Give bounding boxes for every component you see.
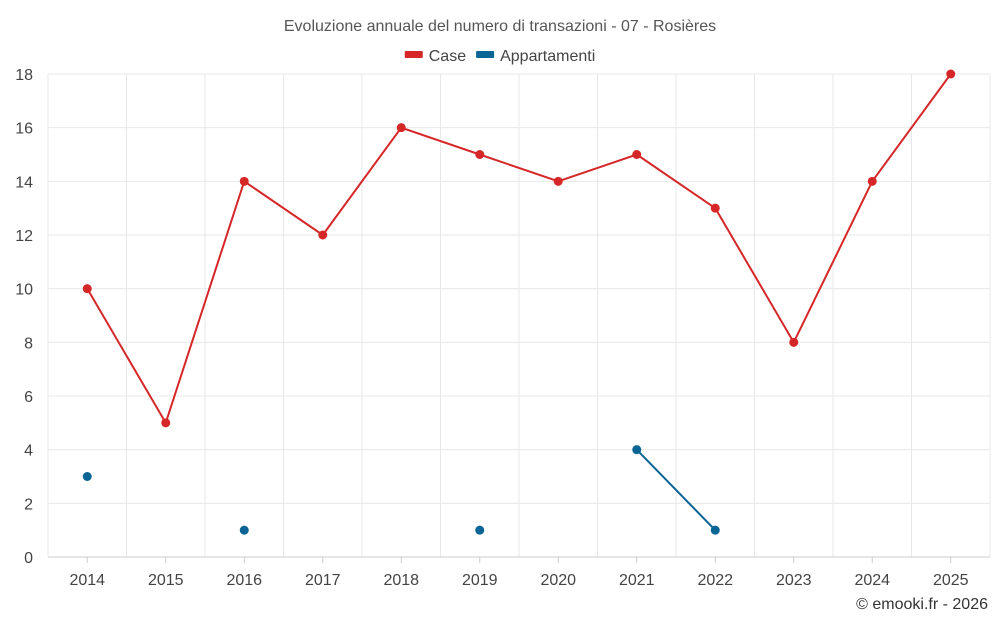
y-tick-label: 0 bbox=[24, 550, 33, 567]
series-line bbox=[636, 448, 716, 531]
legend: Case Appartamenti bbox=[404, 48, 595, 65]
legend-label: Case bbox=[429, 48, 466, 65]
y-tick-label: 8 bbox=[24, 335, 33, 352]
legend-swatch bbox=[476, 51, 495, 58]
y-tick-label: 2 bbox=[24, 496, 33, 513]
x-tick-label: 2024 bbox=[854, 572, 890, 589]
x-tick-label: 2018 bbox=[383, 572, 419, 589]
data-point[interactable] bbox=[632, 150, 642, 159]
x-tick-label: 2021 bbox=[619, 572, 655, 589]
y-tick-label: 18 bbox=[15, 67, 33, 84]
series-line bbox=[86, 73, 952, 424]
data-point[interactable] bbox=[82, 472, 92, 481]
y-tick-label: 6 bbox=[24, 389, 33, 406]
legend-label: Appartamenti bbox=[500, 48, 595, 65]
y-tick-label: 4 bbox=[24, 443, 33, 460]
x-tick-label: 2015 bbox=[148, 572, 184, 589]
x-tick-label: 2020 bbox=[540, 572, 576, 589]
series-1 bbox=[82, 445, 720, 535]
x-tick-label: 2023 bbox=[776, 572, 812, 589]
series-0 bbox=[82, 69, 956, 428]
data-point[interactable] bbox=[553, 176, 563, 186]
x-axis: 2014 2015 2016 2017 2018 2019 2020 2021 2022 2023… bbox=[69, 557, 969, 589]
data-point[interactable] bbox=[867, 176, 877, 186]
data-point[interactable] bbox=[946, 69, 956, 79]
y-tick-label: 14 bbox=[15, 174, 33, 191]
data-point[interactable] bbox=[239, 176, 249, 186]
x-tick-label: 2017 bbox=[305, 572, 341, 589]
data-point[interactable] bbox=[710, 525, 720, 535]
data-point[interactable] bbox=[475, 525, 485, 535]
data-point[interactable] bbox=[161, 418, 171, 428]
data-point[interactable] bbox=[318, 230, 328, 240]
y-tick-label: 12 bbox=[15, 228, 33, 245]
x-tick-label: 2022 bbox=[697, 572, 733, 589]
y-tick-label: 10 bbox=[15, 282, 33, 299]
grid bbox=[47, 73, 991, 558]
data-point[interactable] bbox=[789, 337, 799, 347]
x-tick-label: 2016 bbox=[226, 572, 262, 589]
data-point[interactable] bbox=[632, 445, 642, 455]
data-point[interactable] bbox=[396, 123, 406, 133]
y-tick-label: 16 bbox=[15, 121, 33, 138]
x-tick-label: 2025 bbox=[933, 572, 969, 589]
legend-item-1[interactable]: Appartamenti bbox=[476, 48, 595, 65]
x-tick-label: 2019 bbox=[462, 572, 498, 589]
series-layer bbox=[82, 69, 956, 535]
data-point[interactable] bbox=[475, 150, 485, 159]
y-axis: 0 2 4 6 8 10 12 14 16 18 bbox=[15, 67, 33, 567]
data-point[interactable] bbox=[239, 525, 249, 535]
data-point[interactable] bbox=[710, 203, 720, 213]
chart-title: Evoluzione annuale del numero di transaz… bbox=[284, 18, 716, 35]
credit-text: © emooki.fr - 2026 bbox=[856, 596, 988, 613]
x-tick-label: 2014 bbox=[69, 572, 105, 589]
data-point[interactable] bbox=[82, 284, 92, 294]
legend-item-0[interactable]: Case bbox=[404, 48, 466, 65]
legend-swatch bbox=[404, 51, 423, 58]
